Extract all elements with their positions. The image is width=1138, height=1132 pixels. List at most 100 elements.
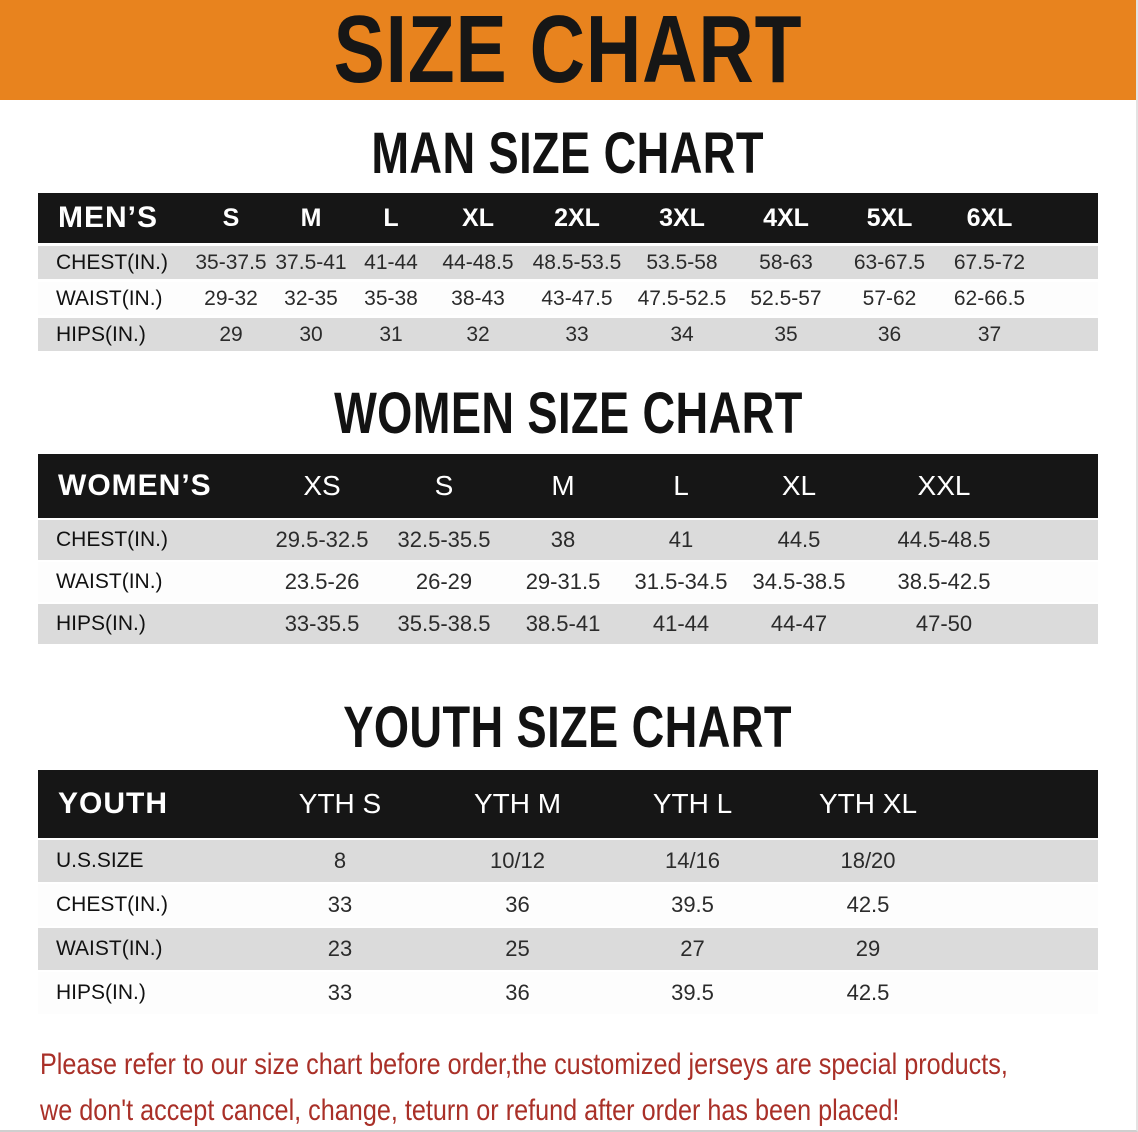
size-cell: 67.5-72 — [953, 250, 1026, 274]
size-cell: 26-29 — [415, 569, 473, 594]
row-label: CHEST(IN.) — [56, 528, 168, 551]
youth-group-label: YOUTH — [58, 787, 168, 820]
size-cell: 34 — [670, 322, 694, 346]
size-cell: 35.5-38.5 — [397, 611, 491, 636]
size-cell: 14/16 — [664, 848, 721, 873]
size-cell: 8 — [333, 848, 347, 873]
size-cell: 58-63 — [759, 250, 813, 274]
size-cell: 10/12 — [489, 848, 546, 873]
size-cell: 38.5-42.5 — [897, 569, 991, 594]
size-cell: 48.5-53.5 — [532, 250, 622, 274]
size-cell: 39.5 — [671, 980, 714, 1005]
size-cell: 33 — [327, 980, 353, 1005]
size-cell: 38-43 — [451, 286, 505, 310]
size-cell: 37 — [977, 322, 1002, 346]
women-size-col-m: M — [551, 470, 575, 501]
women-chest-row: CHEST(IN.) 29.5-32.5 32.5-35.5 38 41 44.… — [38, 520, 1098, 560]
women-header-row: WOMEN’S XS S M L XL XXL — [38, 454, 1098, 518]
size-cell: 37.5-41 — [275, 250, 347, 274]
women-section-heading: WOMEN SIZE CHART — [0, 384, 1136, 444]
youth-size-col-l: YTH L — [652, 788, 733, 819]
youth-heading-text: YOUTH SIZE CHART — [343, 695, 793, 760]
size-cell: 25 — [505, 936, 530, 961]
row-label: WAIST(IN.) — [56, 937, 163, 960]
size-cell: 47.5-52.5 — [637, 286, 727, 310]
size-cell: 30 — [299, 322, 323, 346]
size-cell: 41 — [668, 527, 694, 552]
order-disclaimer: Please refer to our size chart before or… — [40, 1042, 1136, 1130]
women-size-table: WOMEN’S XS S M L XL XXL CHEST(IN.) 29.5-… — [38, 452, 1098, 646]
size-cell: 41-44 — [364, 250, 418, 274]
size-cell: 35-37.5 — [195, 250, 267, 274]
youth-waist-row: WAIST(IN.) 23 25 27 29 — [38, 928, 1098, 970]
size-cell: 29 — [219, 322, 243, 346]
banner-title: SIZE CHART — [333, 0, 803, 100]
size-cell: 36 — [505, 980, 530, 1005]
size-cell: 36 — [505, 892, 530, 917]
disclaimer-line-2: we don't accept cancel, change, teturn o… — [40, 1094, 900, 1127]
men-header-row: MEN’S S M L XL 2XL 3XL 4XL 5XL 6XL — [38, 193, 1098, 243]
men-size-col-l: L — [383, 203, 399, 232]
size-cell: 34.5-38.5 — [752, 569, 846, 594]
youth-size-table: YOUTH YTH S YTH M YTH L YTH XL U.S.SIZE … — [38, 768, 1098, 1016]
men-waist-row: WAIST(IN.) 29-32 32-35 35-38 38-43 43-47… — [38, 282, 1098, 315]
men-size-col-2xl: 2XL — [554, 203, 600, 232]
size-cell: 29-31.5 — [525, 569, 601, 594]
size-cell: 32.5-35.5 — [397, 527, 491, 552]
size-cell: 31 — [379, 322, 403, 346]
size-cell: 42.5 — [846, 980, 890, 1005]
size-cell: 63-67.5 — [853, 250, 926, 274]
row-label: CHEST(IN.) — [56, 250, 168, 274]
size-cell: 33-35.5 — [284, 611, 360, 636]
men-heading-text: MAN SIZE CHART — [371, 121, 765, 186]
size-cell: 38 — [550, 527, 576, 552]
youth-hips-row: HIPS(IN.) 33 36 39.5 42.5 — [38, 972, 1098, 1014]
women-group-label: WOMEN’S — [58, 469, 212, 502]
row-label: U.S.SIZE — [56, 849, 144, 872]
youth-size-col-xl: YTH XL — [818, 788, 918, 819]
youth-ussize-row: U.S.SIZE 8 10/12 14/16 18/20 — [38, 840, 1098, 882]
size-cell: 31.5-34.5 — [634, 569, 728, 594]
men-section-heading: MAN SIZE CHART — [0, 124, 1136, 184]
size-cell: 29-32 — [204, 286, 258, 310]
size-cell: 42.5 — [846, 892, 890, 917]
men-size-col-3xl: 3XL — [659, 203, 705, 232]
row-label: HIPS(IN.) — [56, 612, 146, 635]
size-cell: 44.5-48.5 — [897, 527, 991, 552]
size-cell: 57-62 — [862, 286, 917, 310]
men-size-table: MEN’S S M L XL 2XL 3XL 4XL 5XL 6XL CHEST… — [38, 190, 1098, 354]
men-chest-row: CHEST(IN.) 35-37.5 37.5-41 41-44 44-48.5… — [38, 246, 1098, 279]
size-cell: 29 — [855, 936, 881, 961]
women-hips-row: HIPS(IN.) 33-35.5 35.5-38.5 38.5-41 41-4… — [38, 604, 1098, 644]
size-cell: 62-66.5 — [953, 286, 1026, 310]
size-cell: 41-44 — [652, 611, 710, 636]
size-cell: 33 — [565, 322, 589, 346]
youth-size-col-s: YTH S — [298, 788, 382, 819]
size-cell: 44-48.5 — [442, 250, 514, 274]
size-cell: 35 — [774, 322, 798, 346]
size-cell: 38.5-41 — [525, 611, 601, 636]
men-size-col-5xl: 5XL — [866, 203, 913, 232]
women-size-col-xl: XL — [781, 470, 817, 501]
size-cell: 23.5-26 — [284, 569, 360, 594]
size-cell: 36 — [877, 322, 902, 346]
youth-header-row: YOUTH YTH S YTH M YTH L YTH XL — [38, 770, 1098, 838]
women-size-col-s: S — [434, 470, 454, 501]
size-cell: 39.5 — [671, 892, 714, 917]
size-cell: 32 — [466, 322, 490, 346]
men-group-label: MEN’S — [58, 201, 159, 234]
size-cell: 47-50 — [915, 611, 973, 636]
size-cell: 27 — [680, 936, 705, 961]
size-cell: 35-38 — [364, 286, 418, 310]
row-label: HIPS(IN.) — [56, 981, 146, 1004]
women-size-col-xxl: XXL — [917, 470, 971, 501]
women-waist-row: WAIST(IN.) 23.5-26 26-29 29-31.5 31.5-34… — [38, 562, 1098, 602]
size-cell: 33 — [327, 892, 353, 917]
men-hips-row: HIPS(IN.) 29 30 31 32 33 34 35 36 37 — [38, 318, 1098, 351]
men-size-col-4xl: 4XL — [763, 203, 809, 232]
row-label: CHEST(IN.) — [56, 893, 168, 916]
row-label: WAIST(IN.) — [56, 570, 163, 593]
men-size-col-xl: XL — [462, 203, 494, 232]
row-label: HIPS(IN.) — [56, 322, 146, 346]
